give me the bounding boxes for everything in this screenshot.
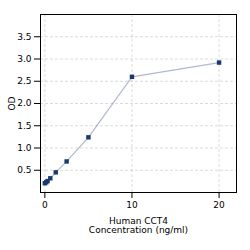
- svg-text:10: 10: [126, 200, 138, 210]
- svg-text:20: 20: [213, 200, 225, 210]
- svg-text:0: 0: [42, 200, 48, 210]
- svg-text:3.0: 3.0: [17, 54, 32, 64]
- svg-text:OD: OD: [7, 96, 17, 110]
- svg-text:3.5: 3.5: [17, 32, 31, 42]
- svg-text:0.5: 0.5: [17, 165, 31, 175]
- svg-text:1.0: 1.0: [17, 143, 32, 153]
- svg-text:2.0: 2.0: [17, 98, 32, 108]
- svg-text:Human CCT4Concentration (ng/ml: Human CCT4Concentration (ng/ml): [89, 216, 188, 235]
- svg-text:2.5: 2.5: [17, 76, 31, 86]
- svg-text:1.5: 1.5: [17, 121, 31, 131]
